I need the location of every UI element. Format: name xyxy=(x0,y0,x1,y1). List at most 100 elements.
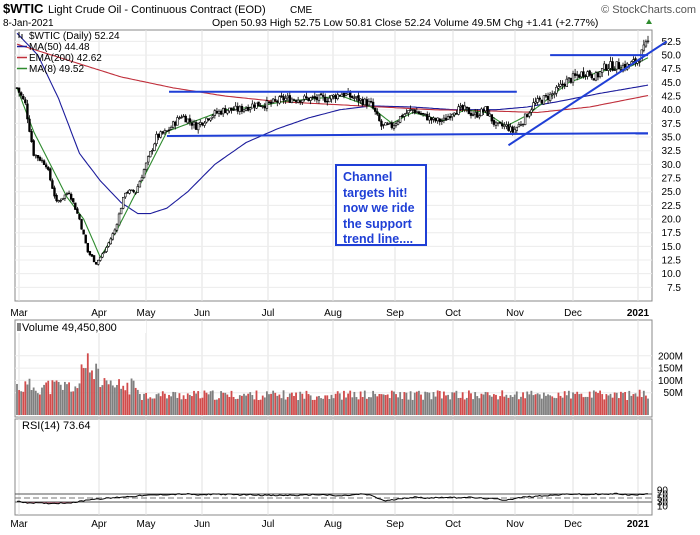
callout-line: Channel xyxy=(343,170,393,184)
volume-bar xyxy=(453,392,456,415)
x-tick-label: Sep xyxy=(386,519,404,530)
volume-bar xyxy=(63,381,66,415)
volume-bar xyxy=(378,394,381,415)
volume-bar xyxy=(368,397,370,415)
volume-bar xyxy=(574,393,577,415)
volume-bar xyxy=(66,384,68,415)
candle-body xyxy=(67,192,71,195)
volume-bar xyxy=(32,387,35,415)
volume-bar xyxy=(384,395,387,415)
volume-bars xyxy=(16,353,649,415)
volume-bar xyxy=(586,396,589,415)
exchange-label: CME xyxy=(290,5,313,16)
candle-body xyxy=(153,143,156,151)
volume-bar xyxy=(245,395,247,415)
volume-bar xyxy=(630,395,633,415)
x-tick-label: Apr xyxy=(91,519,107,530)
volume-bar xyxy=(359,391,362,415)
symbol-title: $WTIC xyxy=(3,1,44,16)
candle-body xyxy=(72,198,75,203)
y-tick-label: 7.5 xyxy=(667,283,681,294)
candle-body xyxy=(588,70,591,76)
candle-body xyxy=(194,122,198,130)
volume-bar xyxy=(447,394,449,415)
candle-body xyxy=(455,113,458,115)
volume-bar xyxy=(80,364,83,415)
candle-body xyxy=(192,121,196,126)
candle-body xyxy=(103,251,106,254)
candle-body xyxy=(603,63,606,70)
volume-bar xyxy=(159,396,162,415)
candle-body xyxy=(580,71,583,78)
candle-body xyxy=(546,95,550,100)
candle-body xyxy=(203,122,206,126)
volume-bar xyxy=(380,394,383,415)
candle-body xyxy=(598,71,602,77)
x-tick-label: Apr xyxy=(91,308,107,319)
candle-body xyxy=(432,117,435,120)
candle-body xyxy=(138,180,142,188)
volume-bar xyxy=(68,382,70,415)
candle-body xyxy=(444,117,448,121)
candle-body xyxy=(363,98,366,106)
volume-bar xyxy=(501,390,504,415)
legend-ma50: MA(50) 44.48 xyxy=(29,42,90,53)
candle-body xyxy=(130,189,133,191)
candle-body xyxy=(596,72,600,78)
candle-body xyxy=(80,219,83,230)
candle-body xyxy=(78,214,81,220)
candle-body xyxy=(117,213,121,226)
volume-bar xyxy=(199,398,202,415)
volume-bar xyxy=(607,395,610,415)
volume-bar xyxy=(636,396,639,415)
callout-line: targets hit! xyxy=(343,185,408,200)
ohlc-summary: Open 50.93 High 52.75 Low 50.81 Close 52… xyxy=(212,17,598,29)
volume-bar xyxy=(511,396,514,415)
candle-body xyxy=(111,233,114,240)
volume-bar xyxy=(499,396,502,415)
volume-bar xyxy=(301,393,304,415)
x-tick-label: Nov xyxy=(506,519,524,530)
volume-bar xyxy=(305,390,308,415)
candle-body xyxy=(467,107,471,115)
candle-body xyxy=(134,192,137,194)
candle-body xyxy=(557,86,560,89)
candle-body xyxy=(182,115,185,118)
candle-body xyxy=(19,92,23,96)
volume-bar xyxy=(230,390,233,415)
volume-bar xyxy=(243,393,245,415)
candle-body xyxy=(571,73,575,83)
candle-body xyxy=(211,115,214,118)
candle-body xyxy=(515,127,519,131)
volume-bar xyxy=(236,398,239,415)
y-tick-label: 20.0 xyxy=(662,215,682,226)
volume-bar xyxy=(634,393,637,415)
volume-bar xyxy=(55,380,58,415)
candle-body xyxy=(59,199,62,202)
volume-bar xyxy=(351,397,354,415)
candle-body xyxy=(530,109,533,113)
volume-bar xyxy=(640,397,643,415)
candle-body xyxy=(47,167,50,170)
candle-body xyxy=(459,105,462,108)
candle-body xyxy=(42,160,46,165)
candle-body xyxy=(290,98,294,103)
candle-body xyxy=(49,168,52,181)
volume-bar xyxy=(495,394,497,415)
candle-body xyxy=(646,40,650,43)
volume-bar xyxy=(553,397,556,415)
volume-bar xyxy=(620,391,622,415)
volume-bar xyxy=(157,393,160,415)
candle-body xyxy=(332,94,335,97)
x-tick-label: Mar xyxy=(10,519,28,530)
candle-body xyxy=(330,95,333,100)
volume-bar xyxy=(588,391,591,415)
candle-body xyxy=(534,101,537,104)
volume-bar xyxy=(320,398,322,415)
candle-body xyxy=(365,99,369,106)
candle-body xyxy=(349,92,352,98)
candle-body xyxy=(575,74,579,76)
candle-body xyxy=(303,95,306,100)
candle-body xyxy=(426,114,429,121)
candle-body xyxy=(53,187,56,197)
